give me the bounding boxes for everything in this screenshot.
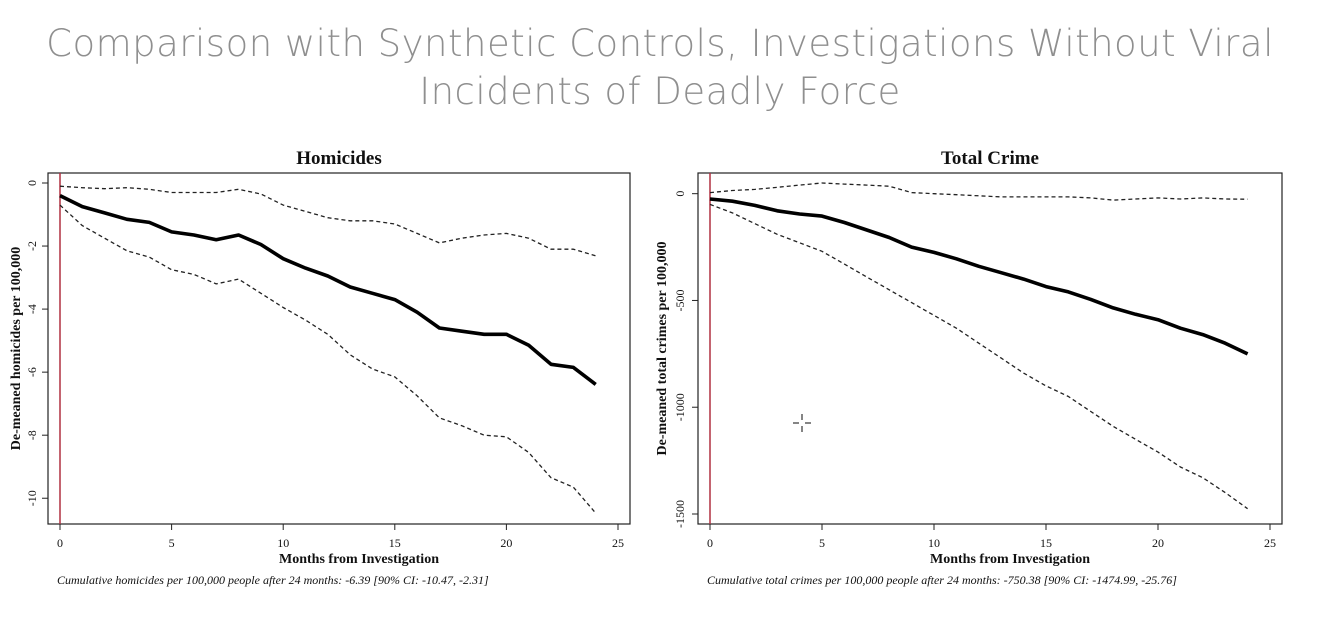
ci-upper-line [709,182,1248,201]
ci-lower-line [59,204,597,514]
x-tick-label: 25 [612,536,624,550]
x-tick-label: 10 [277,536,289,550]
x-tick-label: 10 [928,536,940,550]
slide-title-line-1: Comparison with Synthetic Controls, Inve… [46,22,1274,65]
y-tick-label: -10 [25,490,39,506]
y-tick-label: -1500 [673,500,687,528]
x-tick-label: 5 [819,536,825,550]
chart-panel-1: Homicides 0 5 10 15 20 25 0 -2 -4 -6 -8 -10 Months fr… [9,148,631,587]
y-tick-label: -1000 [673,393,687,421]
panel-title: Total Crime [941,148,1039,169]
cumulative-caption: Cumulative homicides per 100,000 people … [57,573,489,587]
plot-frame [47,172,631,525]
y-axis-label: De-meaned homicides per 100,000 [9,247,24,451]
y-tick-label: -6 [25,367,39,377]
y-tick-label: -4 [25,304,39,314]
x-tick-label: 20 [500,536,512,550]
x-tick-label: 5 [169,536,175,550]
plot-frame [697,172,1283,525]
y-tick-label: -500 [673,289,687,311]
estimate-line [709,197,1249,356]
x-axis-label: Months from Investigation [930,552,1090,567]
y-axis-label: De-meaned total crimes per 100,000 [655,242,670,456]
x-tick-label: 25 [1264,536,1276,550]
panel-title: Homicides [296,148,382,169]
x-tick-label: 20 [1152,536,1164,550]
x-tick-label: 15 [389,536,401,550]
y-tick-label: 0 [25,180,39,186]
x-tick-label: 15 [1040,536,1052,550]
chart-panel-2: Total Crime 0 5 10 15 20 25 0 -500 -1000 -1500 Mont… [655,148,1283,587]
ci-lower-line [709,203,1248,510]
estimate-line [59,193,597,386]
crosshair-cursor-icon [793,414,811,432]
x-tick-label: 0 [57,536,63,550]
y-tick-label: -8 [25,430,39,440]
slide-title-line-2: Incidents of Deadly Force [419,70,901,113]
y-tick-label: -2 [25,241,39,251]
y-tick-label: 0 [673,191,687,197]
x-axis-label: Months from Investigation [279,552,439,567]
x-tick-label: 0 [707,536,713,550]
ci-upper-line [59,185,596,257]
cumulative-caption: Cumulative total crimes per 100,000 peop… [707,573,1177,587]
slide-title: Comparison with Synthetic Controls, Inve… [0,20,1320,116]
